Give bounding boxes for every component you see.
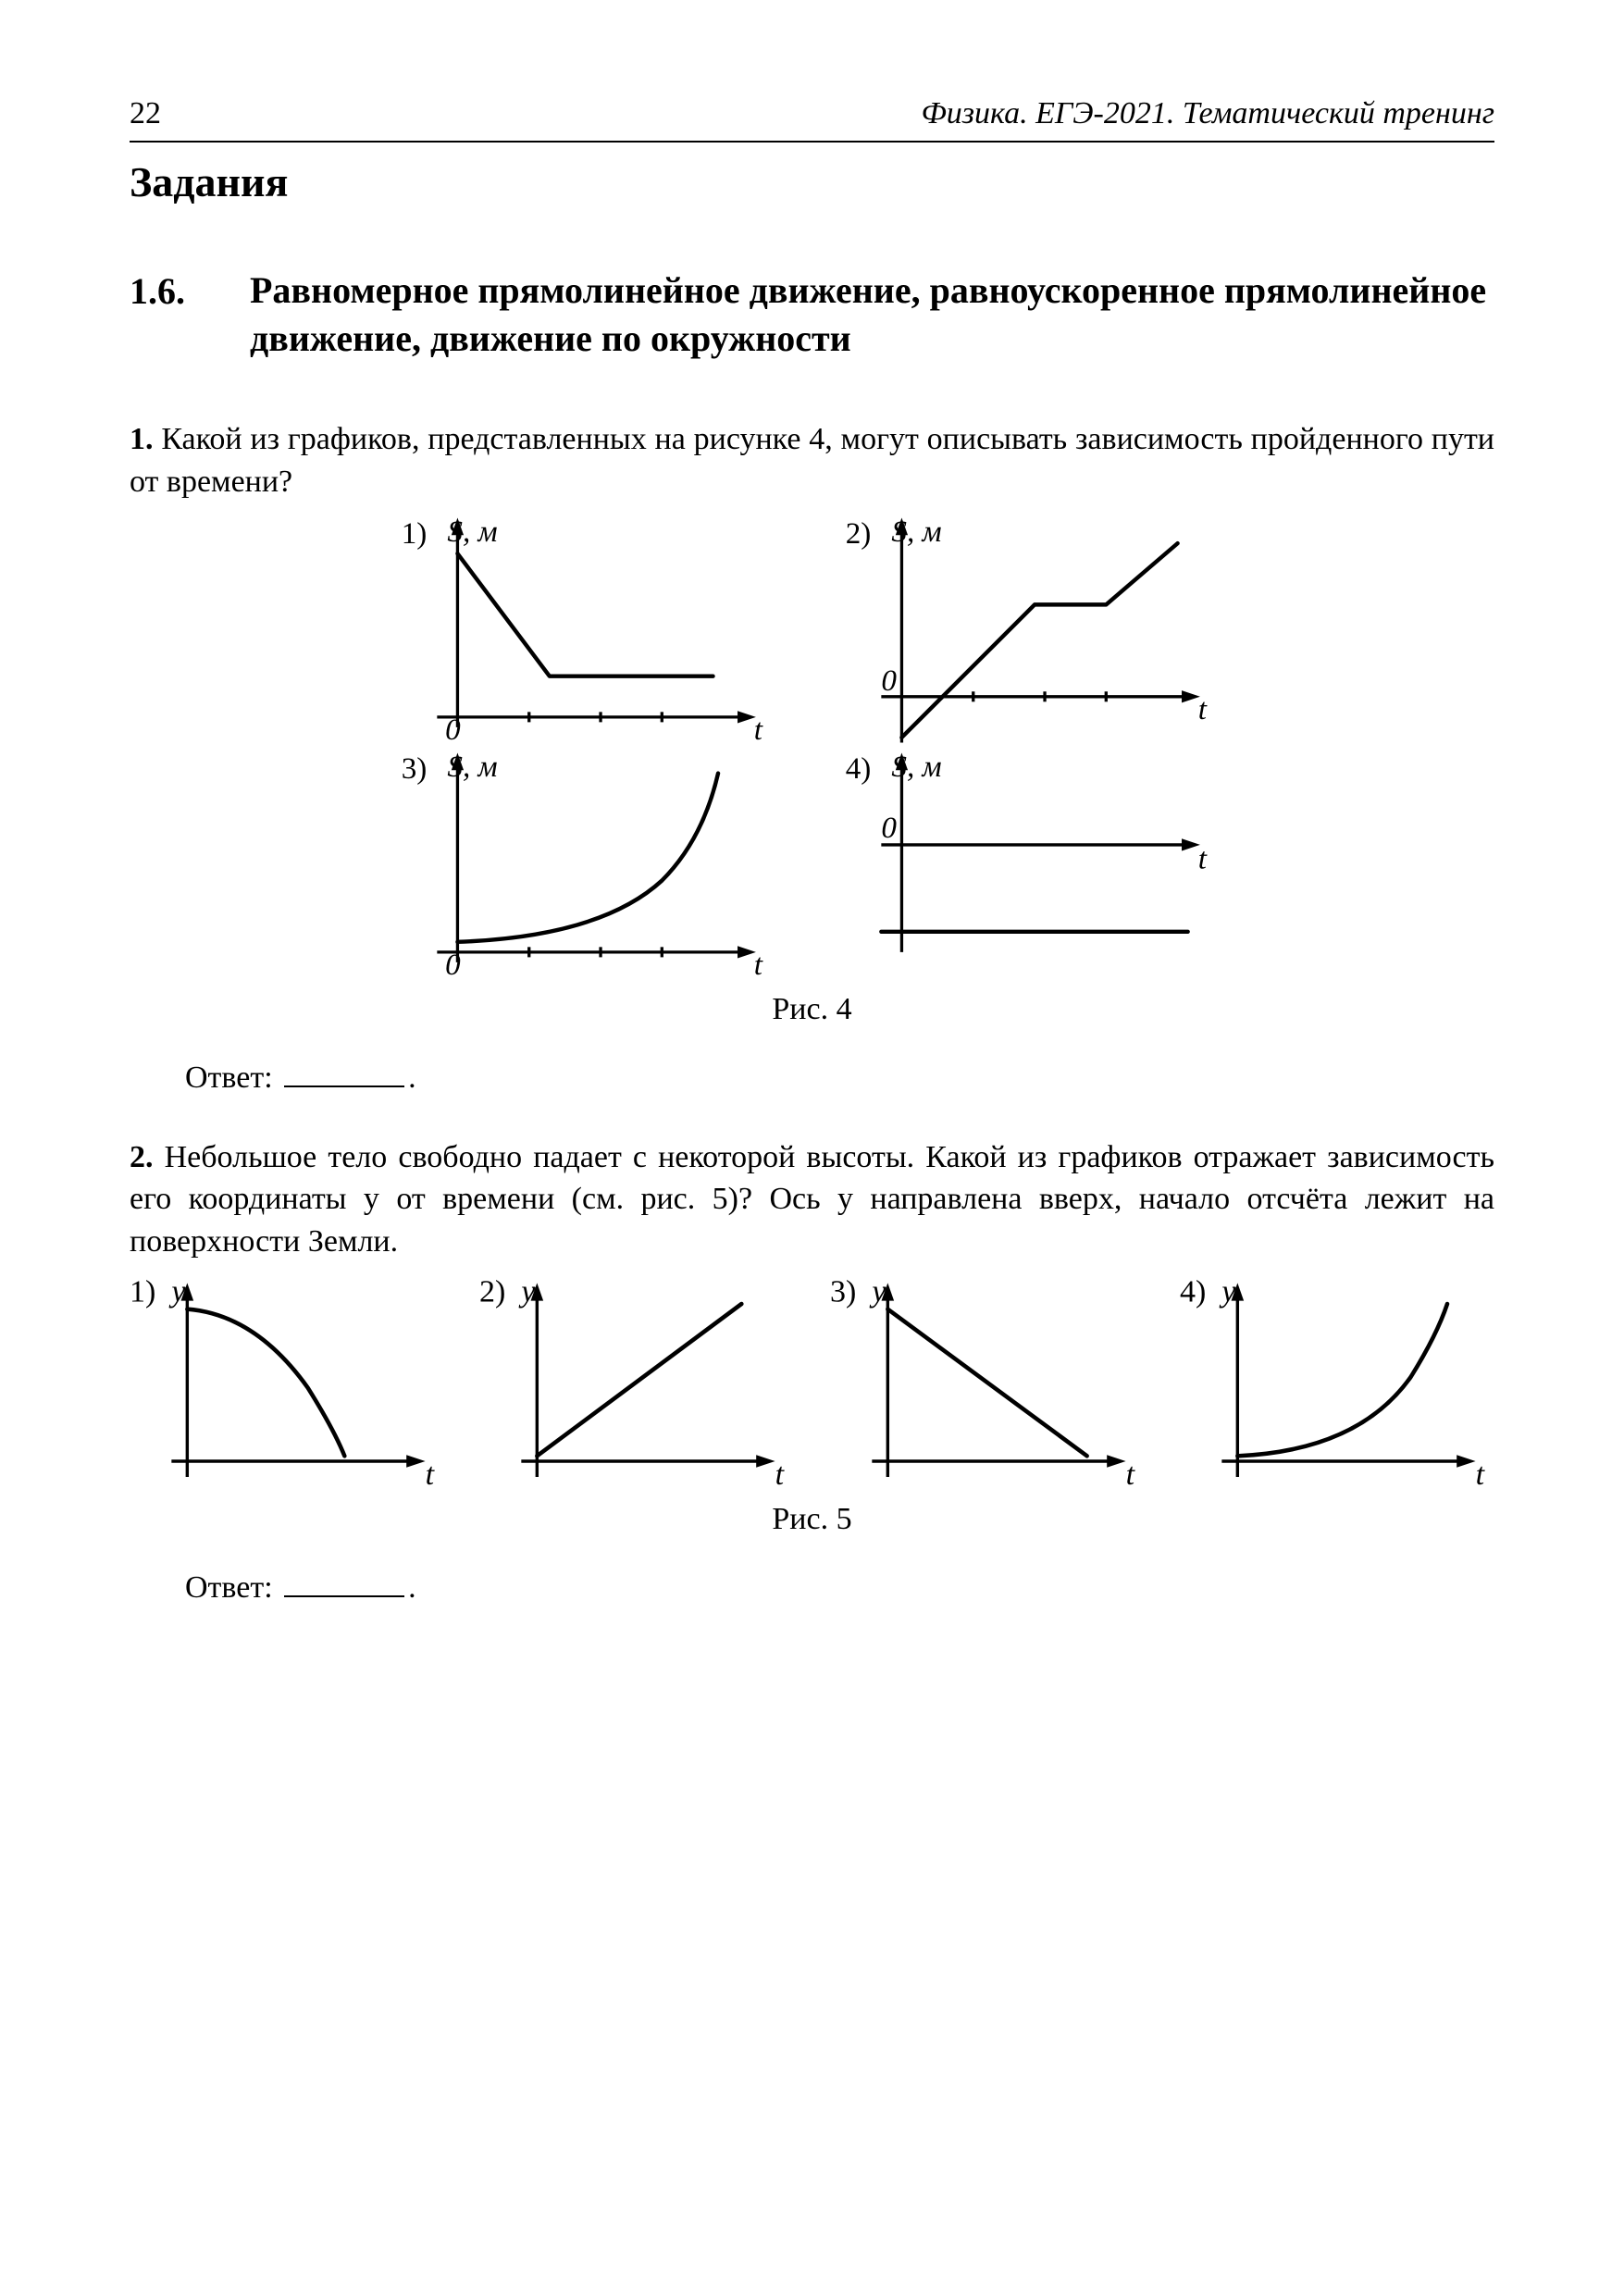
option-label-4: 4) bbox=[1180, 1275, 1206, 1309]
answer-blank[interactable] bbox=[284, 1568, 404, 1598]
fig5-option-4: 4) y t bbox=[1180, 1272, 1494, 1493]
problem-1: 1. Какой из графиков, представленных на … bbox=[130, 418, 1494, 503]
fig4-option-2: 2) S, м 0 t bbox=[840, 513, 1229, 748]
problem-2: 2. Небольшое тело свободно падает с неко… bbox=[130, 1136, 1494, 1264]
chart-curve bbox=[457, 773, 718, 941]
page-number: 22 bbox=[130, 93, 161, 135]
section-title: Равномерное прямолинейное движение, равн… bbox=[250, 267, 1494, 363]
figure-5: 1) y t 2) y bbox=[130, 1272, 1494, 1541]
origin-label: 0 bbox=[445, 713, 461, 747]
fig4-option-1: 1) S, м 0 t bbox=[396, 513, 785, 748]
y-axis-label: y bbox=[168, 1275, 186, 1309]
x-axis-label: t bbox=[1476, 1458, 1486, 1492]
answer-blank[interactable] bbox=[284, 1057, 404, 1087]
figure-4: 1) S, м 0 t bbox=[130, 513, 1494, 1031]
origin-label: 0 bbox=[881, 811, 897, 845]
figure-5-caption: Рис. 5 bbox=[130, 1498, 1494, 1541]
fig4-option-4: 4) S, м 0 t bbox=[840, 748, 1229, 983]
figure-4-caption: Рис. 4 bbox=[130, 988, 1494, 1031]
fig5-option-1: 1) y t bbox=[130, 1272, 444, 1493]
chart-curve bbox=[187, 1309, 344, 1457]
chart-curve bbox=[887, 1309, 1086, 1457]
chart-curve bbox=[1237, 1304, 1447, 1456]
option-label-3: 3) bbox=[830, 1275, 856, 1309]
problem-1-answer: Ответ: . bbox=[185, 1057, 1494, 1099]
problem-1-number: 1. bbox=[130, 422, 154, 456]
chart-curve bbox=[901, 543, 1177, 738]
origin-label: 0 bbox=[445, 948, 461, 982]
chart-curve bbox=[538, 1304, 742, 1456]
section-header: 1.6. Равномерное прямолинейное движение,… bbox=[130, 267, 1494, 363]
x-axis-label: t bbox=[1197, 692, 1207, 726]
fig5-option-3: 3) y t bbox=[830, 1272, 1145, 1493]
section-number: 1.6. bbox=[130, 267, 213, 363]
option-label-1: 1) bbox=[401, 516, 427, 551]
option-label-2: 2) bbox=[479, 1275, 505, 1309]
option-label-4: 4) bbox=[845, 751, 871, 786]
x-axis-label: t bbox=[753, 948, 762, 982]
origin-label: 0 bbox=[881, 664, 897, 698]
x-axis-label: t bbox=[1125, 1458, 1135, 1492]
x-axis-label: t bbox=[426, 1458, 436, 1492]
fig5-option-2: 2) y t bbox=[479, 1272, 794, 1493]
x-axis-label: t bbox=[1197, 841, 1207, 875]
answer-label: Ответ: bbox=[185, 1061, 273, 1095]
y-axis-label: y bbox=[869, 1275, 886, 1309]
fig4-option-3: 3) S, м 0 t bbox=[396, 748, 785, 983]
answer-label: Ответ: bbox=[185, 1570, 273, 1605]
running-title: Физика. ЕГЭ-2021. Тематический тренинг bbox=[921, 93, 1494, 135]
option-label-3: 3) bbox=[401, 751, 427, 786]
y-axis-label: y bbox=[1219, 1275, 1236, 1309]
page-heading: Задания bbox=[130, 154, 1494, 211]
running-head: 22 Физика. ЕГЭ-2021. Тематический тренин… bbox=[130, 93, 1494, 143]
option-label-2: 2) bbox=[845, 516, 871, 551]
x-axis-label: t bbox=[775, 1458, 786, 1492]
problem-1-text: Какой из графиков, представленных на рис… bbox=[130, 422, 1494, 499]
problem-2-text: Небольшое тело свободно падает с некотор… bbox=[130, 1140, 1494, 1259]
problem-2-number: 2. bbox=[130, 1140, 154, 1174]
chart-curve bbox=[457, 553, 713, 676]
x-axis-label: t bbox=[753, 713, 762, 747]
option-label-1: 1) bbox=[130, 1275, 155, 1309]
problem-2-answer: Ответ: . bbox=[185, 1567, 1494, 1609]
y-axis-label: y bbox=[519, 1275, 537, 1309]
